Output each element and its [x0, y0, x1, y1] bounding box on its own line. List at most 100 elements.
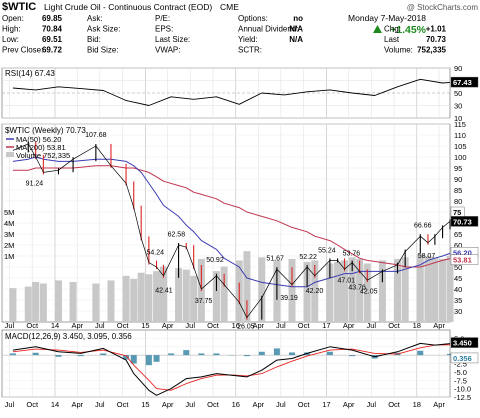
quote-value: 70.84: [42, 25, 63, 34]
quote-value: 69.72: [42, 46, 63, 55]
time-tick-label: Jul: [95, 321, 105, 330]
volume-bar: [183, 270, 190, 322]
time-tick-label: Jul: [5, 400, 15, 409]
time-tick-label: Apr: [433, 400, 445, 409]
quote-label: Last Size:: [155, 35, 190, 44]
time-tick-label: Oct: [26, 400, 39, 409]
price-tick-label: 95: [454, 164, 462, 173]
ma200-tag: 53.81: [453, 256, 472, 265]
time-tick-label: Jul: [366, 400, 376, 409]
quote-label: Volume:: [384, 46, 413, 55]
macd-histogram-bar: [183, 350, 189, 355]
time-tick-label: Oct: [117, 400, 130, 409]
exchange-label: CME: [220, 2, 239, 12]
macd-histogram-bar: [78, 355, 84, 356]
quote-label: VWAP:: [155, 46, 180, 55]
price-annotation: 91.24: [26, 180, 44, 187]
quote-label: Low:: [2, 35, 19, 44]
price-annotation: 58.07: [418, 253, 436, 260]
quote-label: High:: [2, 25, 21, 34]
time-tick-label: Jul: [185, 321, 195, 330]
time-tick-label: Apr: [343, 400, 355, 409]
quote-label: Yield:: [238, 35, 258, 44]
quote-value: +1.01: [426, 25, 447, 34]
macd-histogram-bar: [259, 352, 265, 355]
macd-histogram-bar: [417, 351, 423, 355]
price-annotation: 42.05: [360, 288, 378, 295]
price-tick-label: 100: [454, 153, 467, 162]
volume-scale-label: 1M: [4, 252, 14, 261]
quote-label: Open:: [2, 14, 24, 23]
macd-histogram-bar: [198, 353, 204, 355]
price-annotation: 54.24: [147, 250, 165, 257]
volume-bar: [145, 274, 152, 322]
time-tick-label: Jul: [5, 321, 15, 330]
time-tick-label: 17: [322, 400, 330, 409]
quote-label: Prev Close:: [2, 46, 43, 55]
volume-legend-swatch: [6, 152, 14, 157]
macd-histogram-bar: [55, 355, 61, 357]
macd-tick-label: -12.5: [454, 393, 471, 402]
time-tick-label: Oct: [117, 321, 130, 330]
time-tick-label: Oct: [207, 321, 220, 330]
time-tick-label: Jul: [276, 321, 286, 330]
quote-label: Ask:: [87, 14, 103, 23]
quote-value: N/A: [289, 25, 303, 34]
macd-histogram-bar: [33, 353, 39, 355]
time-tick-label: 16: [232, 400, 240, 409]
rsi-value-tag: 67.43: [453, 78, 472, 87]
time-tick-label: Apr: [162, 400, 174, 409]
volume-bar: [70, 282, 77, 322]
volume-scale-label: 4M: [4, 219, 14, 228]
price-75-tag: 75: [453, 208, 461, 217]
quote-date: Monday 7-May-2018: [348, 13, 426, 23]
time-tick-label: Jul: [366, 321, 376, 330]
rsi-tick-label: 90: [454, 64, 462, 73]
time-tick-label: Oct: [388, 321, 401, 330]
price-tick-label: 30: [454, 307, 462, 316]
price-tick-label: 85: [454, 186, 462, 195]
price-annotation: 62.58: [168, 231, 186, 238]
volume-bar: [334, 262, 341, 322]
time-tick-label: 14: [51, 321, 59, 330]
price-tick-label: 105: [454, 142, 467, 151]
price-annotation: 52.22: [299, 254, 317, 261]
time-tick-label: 18: [413, 400, 421, 409]
volume-bar: [447, 256, 454, 322]
macd-histogram-bar: [349, 355, 355, 356]
volume-bar: [431, 257, 438, 322]
header-area: $WTIC Light Crude Oil - Continuous Contr…: [2, 1, 478, 55]
quote-label: SCTR:: [238, 46, 262, 55]
quote-label: P/E:: [155, 14, 170, 23]
rsi-tick-label: 30: [454, 102, 462, 111]
quote-value: N/A: [289, 35, 303, 44]
volume-bar: [55, 280, 62, 322]
volume-bar: [25, 287, 32, 322]
time-tick-label: 15: [141, 400, 149, 409]
rsi-title: RSI(14) 67.43: [5, 69, 55, 78]
price-annotation: 55.24: [318, 247, 336, 254]
macd-title: MACD(12,26,9) 3.450, 3.095, 0.356: [5, 332, 132, 341]
time-tick-label: 16: [232, 321, 240, 330]
time-tick-label: Apr: [252, 321, 264, 330]
time-tick-label: Apr: [162, 321, 174, 330]
quote-label: Options:: [238, 14, 268, 23]
volume-bar: [123, 276, 130, 322]
rsi-tick-label: 50: [454, 89, 462, 98]
quote-label: Bid Size:: [87, 46, 119, 55]
time-tick-label: Oct: [388, 400, 401, 409]
price-tick-label: 80: [454, 197, 462, 206]
volume-scale-label: 3M: [4, 230, 14, 239]
quote-label: Ask Size:: [87, 25, 120, 34]
price-tick-label: 110: [454, 131, 466, 140]
quote-value: 69.51: [42, 35, 63, 44]
time-tick-label: Apr: [71, 400, 83, 409]
macd-value-tag: 3.450: [453, 339, 472, 348]
price-tick-label: 65: [454, 230, 462, 239]
volume-bar: [439, 259, 446, 322]
price-annotation: 42.41: [155, 288, 173, 295]
quote-label: EPS:: [155, 25, 173, 34]
macd-histogram-bar: [244, 355, 250, 356]
histogram-value-tag: 0.356: [453, 354, 472, 363]
